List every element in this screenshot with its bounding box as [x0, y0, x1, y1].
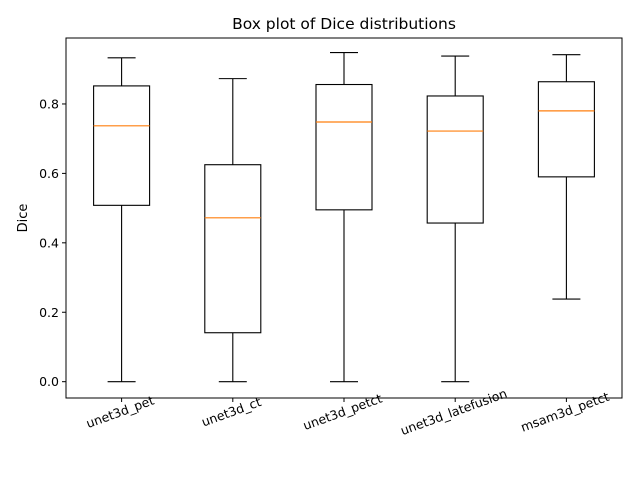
x-tick-label: unet3d_latefusion [398, 386, 509, 438]
iqr-box [315, 83, 373, 211]
y-axis-label: Dice [16, 204, 31, 233]
x-tick-label: unet3d_petct [301, 391, 384, 433]
chart-title: Box plot of Dice distributions [232, 15, 456, 33]
y-tick-label: 0.4 [39, 235, 59, 250]
box-group [93, 57, 151, 383]
iqr-box [537, 81, 595, 178]
y-tick-label: 0.6 [39, 166, 59, 181]
iqr-box [93, 85, 151, 206]
plot-area-frame [65, 37, 623, 399]
y-tick-label: 0.2 [39, 305, 59, 320]
y-tick-label: 0.8 [39, 96, 59, 111]
x-axis: unet3d_pet unet3d_ct unet3d_petct unet3d_la… [84, 386, 611, 438]
x-tick-label: msam3d_petct [519, 389, 612, 435]
box-group [426, 55, 484, 383]
y-axis: 0.0 0.2 0.4 0.6 0.8 [39, 96, 66, 389]
box-group [204, 78, 262, 383]
iqr-box [204, 164, 262, 334]
box-group [315, 52, 373, 383]
iqr-box [426, 95, 484, 224]
box-group [537, 54, 595, 300]
x-tick-label: unet3d_ct [199, 394, 263, 429]
y-tick-label: 0.0 [39, 374, 59, 389]
box-series [93, 52, 595, 383]
